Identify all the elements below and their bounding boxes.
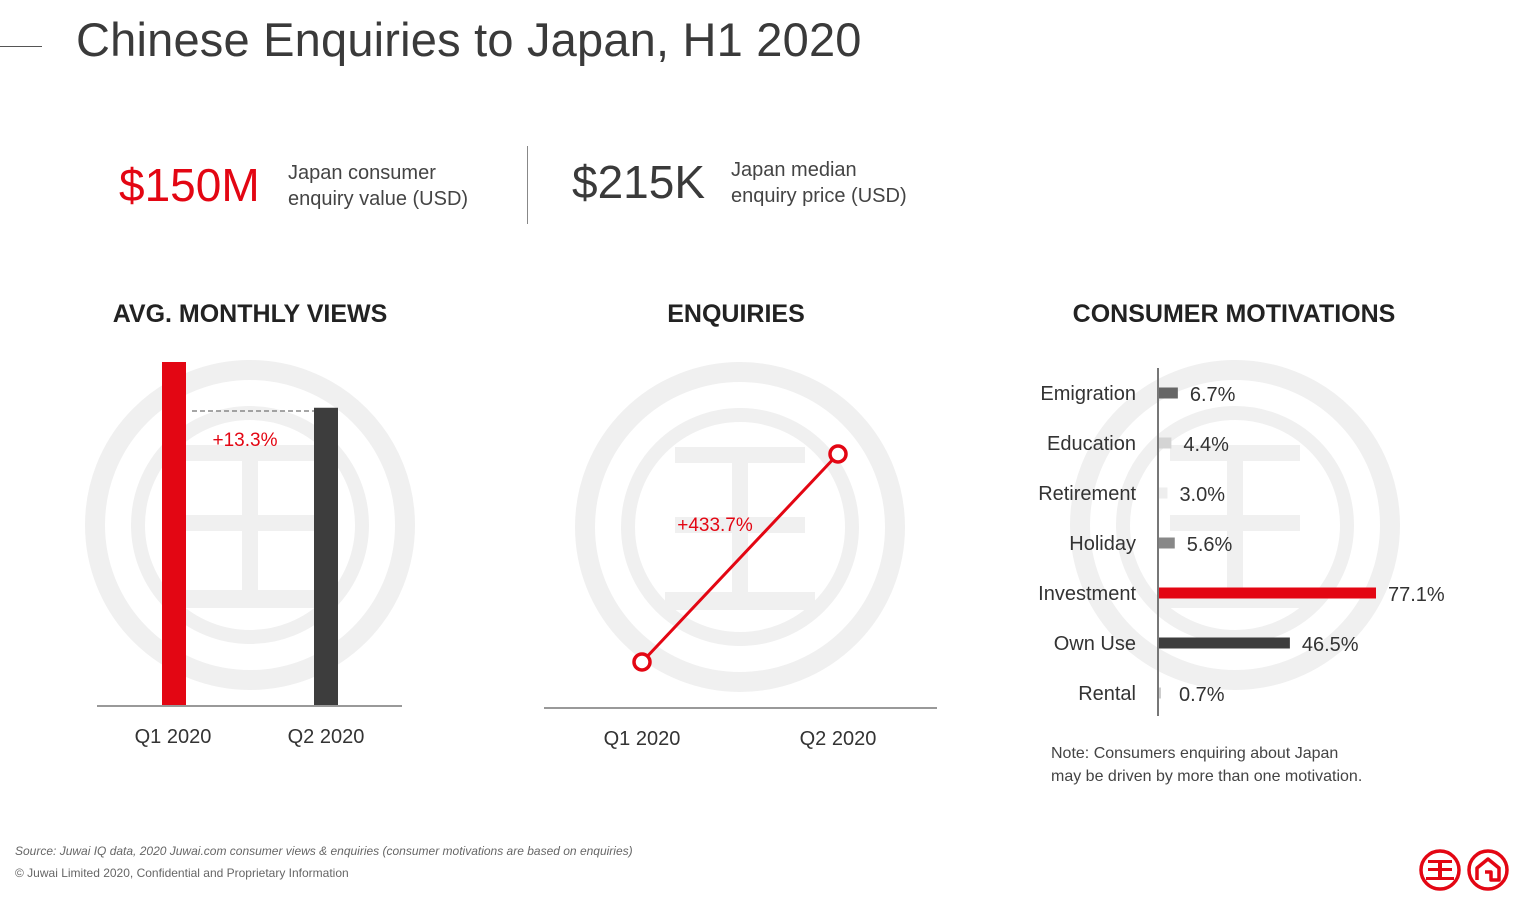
kpi-label-line: enquiry price (USD) [731,185,907,207]
source-note: Source: Juwai IQ data, 2020 Juwai.com co… [15,844,633,858]
motivations-note: Note: Consumers enquiring about Japan ma… [1051,742,1362,788]
x-tick-label: Q2 2020 [799,728,877,750]
chart-title-enquiries: ENQUIRIES [667,300,805,328]
value-label: 6.7% [1190,384,1236,406]
value-label: 0.7% [1179,684,1225,706]
home-logo-icon [1467,849,1509,891]
chart-title-motivations: CONSUMER MOTIVATIONS [1072,300,1396,328]
point-q2-2020 [828,444,848,464]
title-rule [0,46,42,47]
kpi-median-price: $215K [572,156,706,208]
enquiries-line [640,452,840,664]
bar-own-use [1159,637,1290,649]
value-label: 3.0% [1179,484,1225,506]
enquiries-chart: +433.7% [544,362,937,709]
kpi-label-line: Japan consumer [288,162,436,184]
copyright-note: © Juwai Limited 2020, Confidential and P… [15,866,349,880]
x-tick-label: Q1 2020 [134,726,212,748]
bar-q1-2020 [162,362,186,706]
enquiries-change-label: +433.7% [677,515,753,536]
value-label: 77.1% [1388,584,1445,606]
monthly-views-chart: +13.3% [85,360,415,707]
bar-rental [1159,687,1161,699]
kpi-divider [527,146,528,224]
kpi-label-line: Japan median [731,159,857,181]
bar-holiday [1159,537,1175,549]
note-line: Note: Consumers enquiring about Japan [1051,745,1339,762]
x-tick-label: Q1 2020 [603,728,681,750]
category-label: Own Use [1054,633,1136,655]
page-title: Chinese Enquiries to Japan, H1 2020 [76,13,862,66]
watermark-logo [575,362,905,692]
category-label: Holiday [1069,533,1136,555]
point-q1-2020 [632,652,652,672]
bar-retirement [1159,487,1168,499]
kpi-enquiry-value-label: Japan consumer enquiry value (USD) [288,160,468,212]
category-label: Rental [1078,683,1136,705]
kpi-label-line: enquiry value (USD) [288,188,469,210]
category-label: Retirement [1038,483,1136,505]
chart-title-monthly-views: AVG. MONTHLY VIEWS [112,300,388,328]
kpi-median-price-label: Japan median enquiry price (USD) [731,157,907,209]
views-change-label: +13.3% [213,430,278,451]
motivations-chart: Emigration 6.7% Education 4.4% Retirement 3.0… [1038,360,1445,716]
value-label: 4.4% [1183,434,1229,456]
bar-education [1159,437,1172,449]
value-label: 5.6% [1187,534,1233,556]
bar-investment [1159,587,1376,599]
watermark-logo [85,360,415,690]
bar-emigration [1159,387,1178,399]
watermark-logo [1070,360,1400,690]
category-label: Investment [1038,583,1136,605]
x-tick-label: Q2 2020 [287,726,365,748]
value-label: 46.5% [1302,634,1359,656]
juwai-logo-icon [1419,849,1461,891]
category-label: Education [1047,433,1136,455]
category-label: Emigration [1040,383,1136,405]
kpi-enquiry-value: $150M [119,159,260,211]
bar-q2-2020 [314,407,338,706]
note-line: may be driven by more than one motivatio… [1051,768,1363,785]
